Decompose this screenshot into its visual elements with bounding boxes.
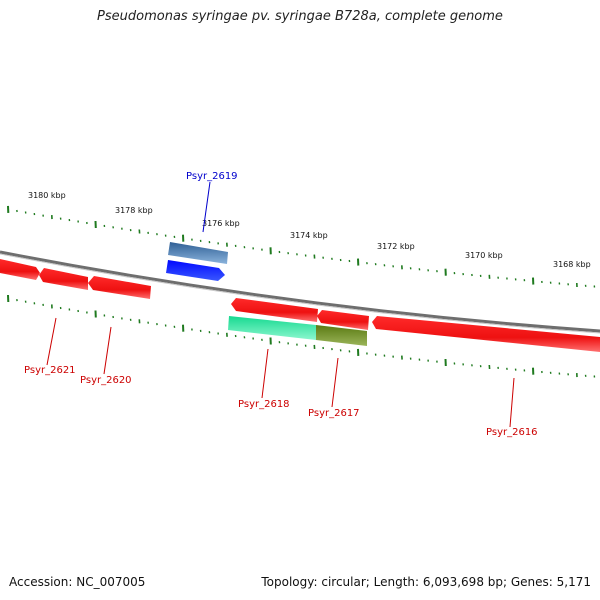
- gene-label-psyr-2617[interactable]: Psyr_2617: [308, 408, 360, 419]
- genome-backbone: [0, 250, 600, 333]
- leader-psyr-2618: [261, 348, 269, 399]
- gene-label-psyr-2618[interactable]: Psyr_2618: [238, 399, 290, 410]
- feature-olive[interactable]: [316, 325, 367, 346]
- map-title: Pseudomonas syringae pv. syringae B728a,…: [97, 9, 503, 24]
- accession-text: Accession: NC_007005: [9, 575, 146, 589]
- scale-label-3170: 3170 kbp: [465, 251, 503, 260]
- scale-label-3172: 3172 kbp: [377, 242, 415, 251]
- genome-summary-text: Topology: circular; Length: 6,093,698 bp…: [261, 575, 591, 589]
- scale-label-3176: 3176 kbp: [202, 219, 240, 228]
- leader-psyr-2617: [331, 357, 339, 408]
- gene-psyr-2621[interactable]: [39, 268, 88, 290]
- gene-label-psyr-2621[interactable]: Psyr_2621: [24, 365, 76, 376]
- scale-label-3180: 3180 kbp: [28, 191, 66, 200]
- scale-label-3174: 3174 kbp: [290, 231, 328, 240]
- gene-label-psyr-2619[interactable]: Psyr_2619: [186, 171, 238, 182]
- gene-psyr-2618[interactable]: [231, 298, 318, 322]
- scale-label-3168: 3168 kbp: [553, 260, 591, 269]
- gene-psyr-2617[interactable]: [317, 310, 369, 330]
- leader-psyr-2621: [46, 317, 57, 366]
- gene-psyr-2619[interactable]: [166, 260, 225, 281]
- scale-ticks-lower: [7, 294, 596, 378]
- gene-label-psyr-2616[interactable]: Psyr_2616: [486, 427, 538, 438]
- gene-psyr-2620[interactable]: [88, 276, 151, 299]
- leader-psyr-2616: [509, 377, 515, 428]
- scale-label-3178: 3178 kbp: [115, 206, 153, 215]
- gene-psyr-2621-block[interactable]: [0, 259, 40, 280]
- feature-steel[interactable]: [168, 242, 228, 264]
- leader-psyr-2620: [103, 326, 112, 375]
- gene-psyr-2616[interactable]: [372, 316, 600, 352]
- genome-backbone-highlight: [0, 253, 600, 334]
- gene-label-psyr-2620[interactable]: Psyr_2620: [80, 375, 132, 386]
- leader-psyr-2619: [202, 181, 211, 233]
- scale-ticks-upper: [7, 205, 596, 288]
- feature-cyan[interactable]: [228, 316, 316, 340]
